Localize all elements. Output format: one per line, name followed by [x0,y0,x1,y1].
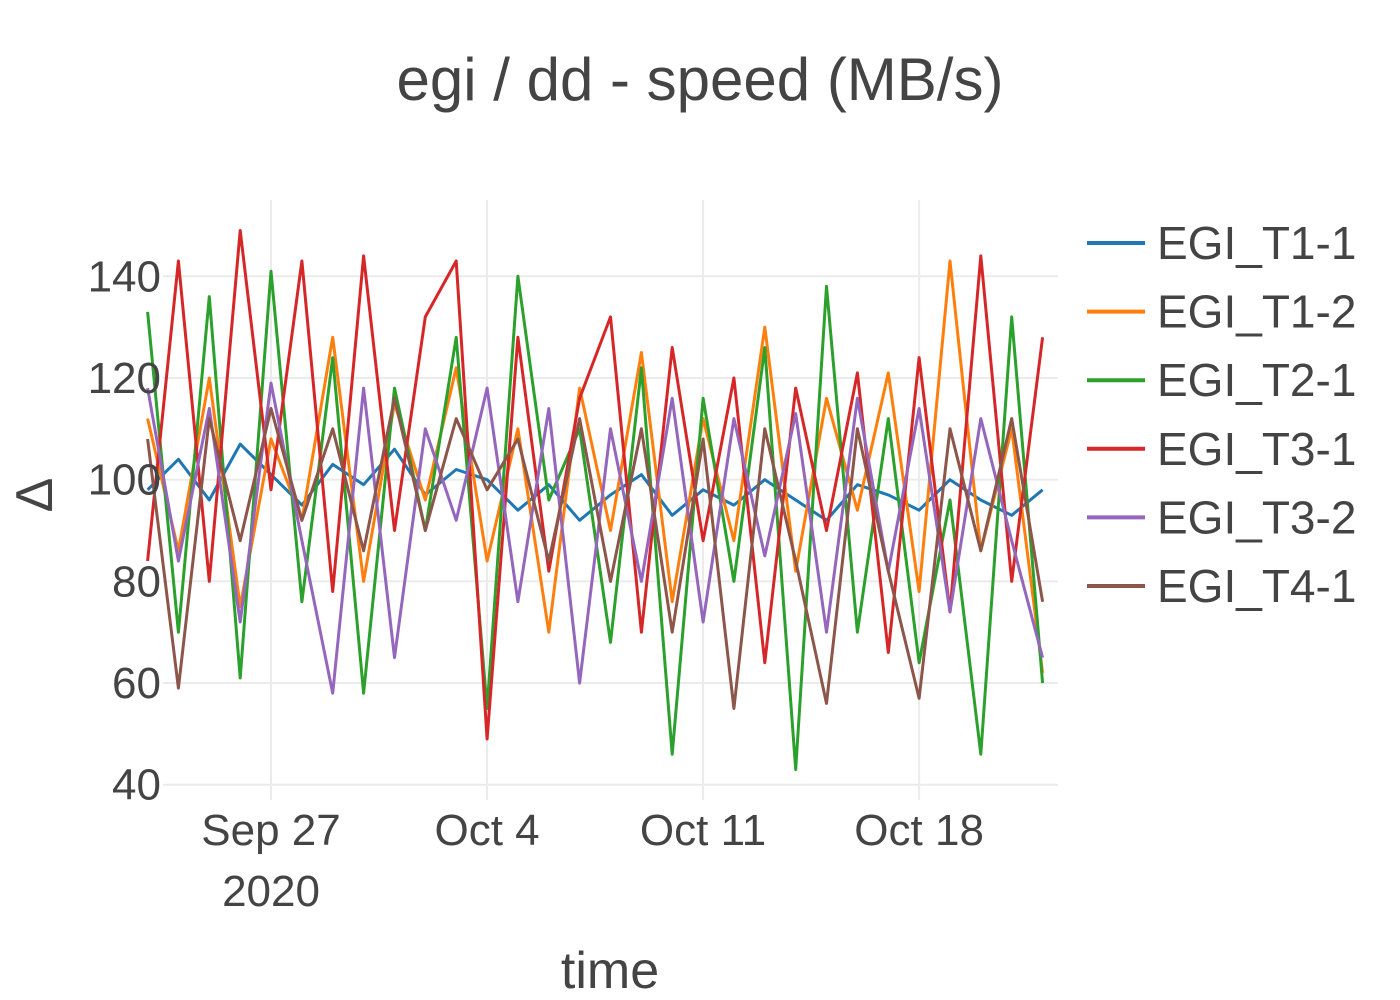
y-tick-label: 80 [112,557,161,606]
legend-label: EGI_T1-1 [1157,217,1356,269]
x-tick-sublabel: 2020 [222,867,320,916]
legend-label: EGI_T1-2 [1157,286,1356,338]
legend-item[interactable]: EGI_T4-1 [1087,560,1356,612]
y-tick-label: 40 [112,761,161,810]
legend-label: EGI_T3-1 [1157,423,1356,475]
x-tick-label: Oct 4 [434,806,539,855]
series-line-egi-t2-1[interactable] [146,269,1045,771]
y-tick-label: 120 [88,354,161,403]
legend-label: EGI_T3-2 [1157,491,1356,543]
y-axis-title: Δ [6,478,64,513]
legend-item[interactable]: EGI_T1-2 [1087,286,1356,338]
series-line-egi-t3-2[interactable] [146,381,1045,695]
y-tick-label: 60 [112,659,161,708]
y-axis: 40 60 80 100 120 140 [88,252,161,809]
x-tick-label: Sep 27 [201,806,340,855]
x-axis-title: time [561,942,659,1000]
chart-title: egi / dd - speed (MB/s) [397,46,1004,113]
legend-item[interactable]: EGI_T1-1 [1087,217,1356,269]
y-tick-label: 140 [88,252,161,301]
legend[interactable]: EGI_T1-1 EGI_T1-2 EGI_T2-1 EGI_T3-1 EGI_T3-2… [1087,217,1356,612]
legend-label: EGI_T4-1 [1157,560,1356,612]
legend-item[interactable]: EGI_T3-1 [1087,423,1356,475]
series-line-egi-t3-1[interactable] [146,229,1045,741]
x-tick-label: Oct 11 [640,806,766,855]
y-tick-label: 100 [88,456,161,505]
x-tick-label: Oct 18 [854,806,984,855]
legend-label: EGI_T2-1 [1157,354,1356,406]
x-axis: Sep 27 2020 Oct 4 Oct 11 Oct 18 [201,806,984,916]
legend-item[interactable]: EGI_T2-1 [1087,354,1356,406]
legend-item[interactable]: EGI_T3-2 [1087,491,1356,543]
series-lines [146,229,1045,771]
series-line-egi-t4-1[interactable] [146,396,1045,710]
